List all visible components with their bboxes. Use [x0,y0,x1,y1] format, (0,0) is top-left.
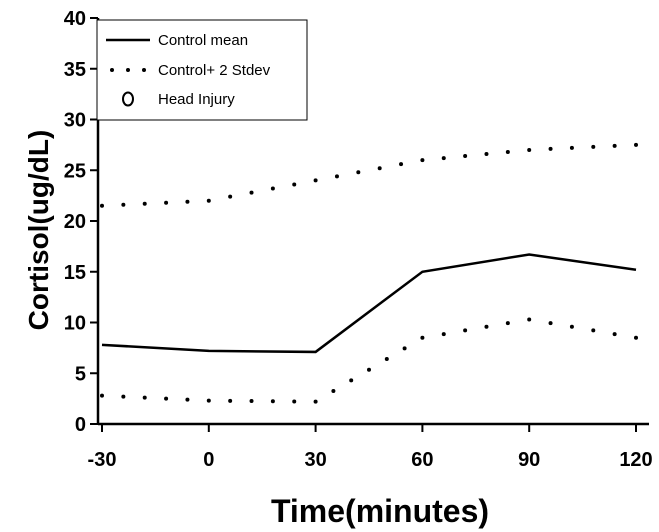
series-dots-upper-stdev [377,166,382,171]
series-dots-lower-stdev [270,399,275,404]
series-dots-lower-stdev [463,328,468,333]
legend-label-head-injury: Head Injury [158,91,235,108]
series-dots-upper-stdev [420,158,425,163]
series-dots-upper-stdev [334,174,339,179]
legend-marker-head-injury [122,91,134,107]
series-dots-upper-stdev [185,199,190,204]
y-tick-label: 30 [64,110,86,132]
series-dots-lower-stdev [484,324,489,329]
series-dots-lower-stdev [548,321,553,326]
y-axis-title: Cortisol(ug/dL) [23,130,54,331]
series-dots-upper-stdev [228,194,233,199]
series-dots-lower-stdev [569,324,574,329]
y-tick-label: 15 [64,262,86,284]
y-tick-label: 0 [75,414,86,436]
series-dots-upper-stdev [463,154,468,159]
legend-dot-stdev-3 [142,68,146,72]
series-dots-upper-stdev [505,149,510,154]
series-dots-lower-stdev [331,389,336,394]
series-dots-upper-stdev [484,152,489,157]
x-tick-label: 120 [619,449,652,471]
series-dots-lower-stdev [527,317,532,322]
series-dots-lower-stdev [142,395,147,400]
series-dots-lower-stdev [164,396,169,401]
series-dots-lower-stdev [185,397,190,402]
series-dots-lower-stdev [249,399,254,404]
series-dots-lower-stdev [505,321,510,326]
series-dots-upper-stdev [612,143,617,148]
series-dots-upper-stdev [548,146,553,151]
series-dots-lower-stdev [313,399,318,404]
legend: Control mean Control+ 2 Stdev Head Injur… [96,19,308,121]
x-tick-label: 90 [518,449,540,471]
series-dots-upper-stdev [142,201,147,206]
legend-dot-stdev-2 [126,68,130,72]
y-tick-label: 20 [64,211,86,233]
x-tick-label: 60 [411,449,433,471]
series-dots-lower-stdev [121,394,126,399]
series-dots-upper-stdev [292,182,297,187]
series-dots-upper-stdev [164,200,169,205]
series-dots-upper-stdev [441,156,446,161]
series-dots-lower-stdev [591,328,596,333]
series-dots-lower-stdev [402,346,407,351]
series-dots-lower-stdev [420,335,425,340]
legend-label-stdev: Control+ 2 Stdev [158,62,271,79]
series-dots-upper-stdev [270,186,275,191]
series-dots-upper-stdev [634,142,638,147]
legend-label-control-mean: Control mean [158,32,248,49]
x-tick-label: 0 [203,449,214,471]
y-tick-label: 5 [75,363,86,385]
series-dots-upper-stdev [356,170,361,175]
legend-dot-stdev-1 [110,68,114,72]
y-tick-label: 10 [64,313,86,335]
x-tick-label: 30 [304,449,326,471]
x-axis-title: Time(minutes) [271,493,489,529]
series-dots-upper-stdev [527,147,532,152]
series-dots-lower-stdev [206,398,211,403]
series-dots-lower-stdev [228,398,233,403]
series-dots-lower-stdev [384,357,389,362]
x-tick-label: -30 [88,449,117,471]
series-dots-lower-stdev [292,399,297,404]
series-dots-lower-stdev [100,393,104,398]
series-dots-lower-stdev [441,332,446,337]
series-dots-upper-stdev [249,190,254,195]
series-dots-lower-stdev [634,335,638,340]
series-dots-upper-stdev [100,203,104,208]
series-dots-upper-stdev [569,145,574,150]
series-line-control-mean [101,253,637,354]
y-tick-label: 35 [64,59,86,81]
y-tick-label: 40 [64,8,86,30]
series-dots-upper-stdev [121,202,126,207]
series-dots-lower-stdev [367,367,371,372]
series-dots-lower-stdev [612,332,617,337]
series-dots-upper-stdev [206,198,211,203]
series-dots-upper-stdev [399,162,404,167]
y-tick-label: 25 [64,160,86,182]
series-dots-lower-stdev [349,378,354,383]
series-dots-upper-stdev [313,178,318,183]
series-dots-upper-stdev [591,144,596,149]
